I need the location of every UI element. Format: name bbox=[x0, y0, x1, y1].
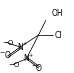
Text: O: O bbox=[36, 64, 42, 73]
Text: −O: −O bbox=[8, 62, 19, 68]
Text: N: N bbox=[24, 54, 29, 63]
Text: N: N bbox=[17, 43, 23, 52]
Text: −: − bbox=[31, 63, 36, 68]
Text: OH: OH bbox=[52, 9, 63, 18]
Text: −: − bbox=[0, 50, 5, 55]
Text: +: + bbox=[28, 53, 33, 58]
Text: O: O bbox=[5, 51, 10, 61]
Text: −O: −O bbox=[2, 40, 13, 46]
Text: +: + bbox=[22, 41, 26, 46]
Text: Cl: Cl bbox=[54, 31, 62, 40]
